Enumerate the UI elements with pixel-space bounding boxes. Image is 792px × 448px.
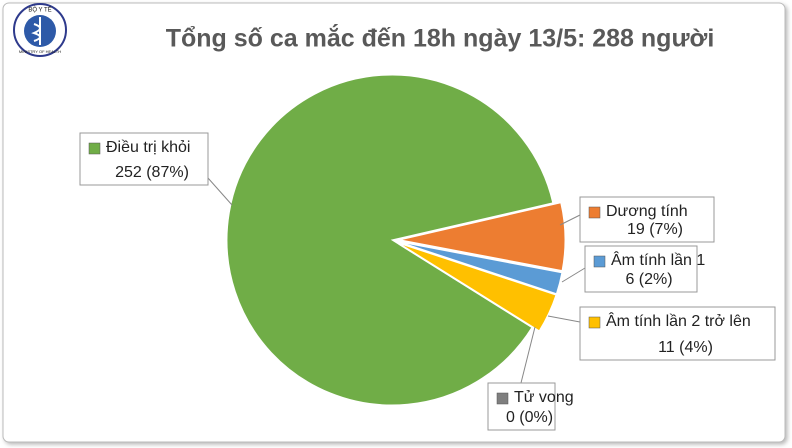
- pie-slice: [399, 202, 566, 272]
- category-label: Dương tính: [606, 203, 688, 220]
- label-box: [79, 132, 209, 186]
- value-label: 0 (0%): [506, 409, 553, 426]
- pie-slice: [226, 74, 554, 406]
- value-label: 19 (7%): [627, 221, 683, 238]
- label-box: [487, 382, 556, 431]
- logo-icon: [31, 17, 41, 45]
- value-label: 252 (87%): [115, 164, 189, 181]
- logo: BỘ Y TẾ MINISTRY OF HEALTH: [13, 3, 67, 57]
- leader-line: [207, 177, 233, 206]
- value-label: 11 (4%): [658, 339, 713, 356]
- pie-slice: [398, 243, 539, 333]
- legend-swatch: [588, 206, 601, 219]
- label-box: [579, 306, 776, 361]
- pie-slice: [398, 242, 557, 332]
- category-label: Tử vong: [514, 389, 574, 406]
- value-label: 6 (2%): [625, 271, 672, 288]
- label-box: [579, 196, 715, 243]
- pie-slice: [399, 241, 563, 295]
- leader-line: [547, 315, 581, 323]
- leader-line: [559, 214, 581, 226]
- logo-top: BỘ Y TẾ: [28, 7, 51, 14]
- legend-swatch: [593, 255, 606, 268]
- category-label: Âm tính lần 1: [611, 250, 705, 269]
- leader-line: [561, 267, 586, 283]
- category-label: Điều trị khỏi: [106, 139, 190, 156]
- legend-swatch: [588, 316, 601, 329]
- logo-bottom: MINISTRY OF HEALTH: [19, 49, 61, 54]
- label-box: [584, 245, 698, 293]
- legend-swatch: [88, 142, 101, 155]
- category-label: Âm tính lần 2 trở lên: [606, 311, 751, 330]
- legend-swatch: [496, 392, 509, 405]
- chart-title: Tổng số ca mắc đến 18h ngày 13/5: 288 ng…: [166, 23, 715, 53]
- leader-line: [520, 326, 536, 384]
